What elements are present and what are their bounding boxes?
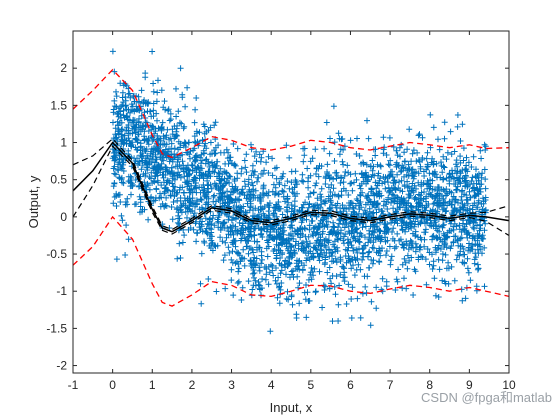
y-tick-label: 1.5 (50, 98, 67, 112)
scatter-points (109, 48, 489, 335)
mean-fit-line (72, 141, 510, 233)
y-tick-label: -0.5 (46, 247, 67, 261)
prediction-bound-lower (72, 215, 510, 307)
y-tick-label: -1 (56, 284, 67, 298)
confidence-bound-upper (72, 137, 510, 231)
y-axis-ticks: -2 -1.5 -1 -0.5 0 0.5 1 1.5 2 (46, 61, 509, 373)
x-tick-label: 3 (228, 378, 235, 392)
y-tick-label: -2 (56, 359, 67, 373)
y-axis-label: Output, y (26, 175, 41, 228)
y-tick-label: 0.5 (50, 173, 67, 187)
x-tick-label: 10 (502, 378, 516, 392)
confidence-bound-lower (72, 145, 510, 237)
x-tick-label: 8 (426, 378, 433, 392)
x-tick-label: 4 (268, 378, 275, 392)
axes-box (72, 30, 510, 374)
prediction-bound-upper (72, 68, 510, 159)
y-tick-label: 0 (60, 210, 67, 224)
x-axis-label: Input, x (270, 400, 313, 415)
x-tick-label: 9 (466, 378, 473, 392)
scatter-markers (109, 48, 489, 335)
y-tick-label: 1 (60, 136, 67, 150)
watermark: CSDN @fpga和matlab (421, 390, 552, 405)
fit-curves (72, 68, 510, 307)
x-tick-label: 7 (387, 378, 394, 392)
x-tick-label: 5 (307, 378, 314, 392)
y-tick-label: -1.5 (46, 321, 67, 335)
x-tick-label: 6 (347, 378, 354, 392)
x-axis-ticks: -1 0 1 2 3 4 5 6 7 8 9 10 (68, 31, 516, 392)
x-tick-label: 1 (149, 378, 156, 392)
x-tick-label: 0 (109, 378, 116, 392)
y-tick-label: 2 (60, 61, 67, 75)
x-tick-label: 2 (189, 378, 196, 392)
x-tick-label: -1 (68, 378, 79, 392)
